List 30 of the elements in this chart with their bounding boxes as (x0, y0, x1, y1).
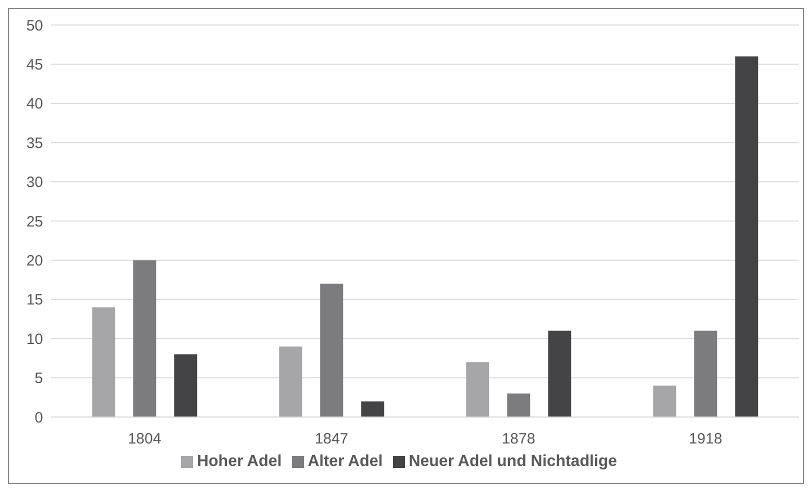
x-tick-label: 1847 (314, 430, 348, 448)
x-tick-label: 1804 (128, 430, 162, 448)
bar (653, 386, 676, 417)
bar (548, 330, 572, 417)
y-tick-label: 10 (26, 330, 43, 348)
y-tick-label: 5 (34, 370, 43, 388)
bar (466, 362, 490, 417)
bar (279, 346, 302, 417)
bar (174, 354, 198, 417)
bar (92, 307, 116, 417)
bar (507, 393, 530, 417)
legend-label: Hoher Adel (196, 453, 282, 470)
legend-label: Neuer Adel und Nichtadlige (408, 453, 618, 470)
y-tick-label: 35 (26, 134, 43, 152)
bar (735, 56, 758, 417)
bar (361, 401, 384, 417)
x-tick-label: 1878 (502, 430, 536, 448)
y-tick-label: 50 (26, 17, 43, 34)
y-tick-label: 40 (26, 96, 43, 113)
x-tick-label: 1918 (688, 430, 722, 448)
y-tick-label: 0 (34, 409, 43, 426)
y-tick-label: 25 (26, 213, 43, 230)
y-tick-label: 45 (26, 56, 43, 74)
y-tick-label: 20 (26, 252, 43, 270)
bar (694, 330, 718, 417)
legend-label: Alter Adel (308, 453, 383, 470)
bar (133, 260, 156, 417)
bar (320, 284, 344, 417)
y-tick-label: 30 (26, 174, 43, 192)
y-tick-label: 15 (26, 292, 43, 309)
